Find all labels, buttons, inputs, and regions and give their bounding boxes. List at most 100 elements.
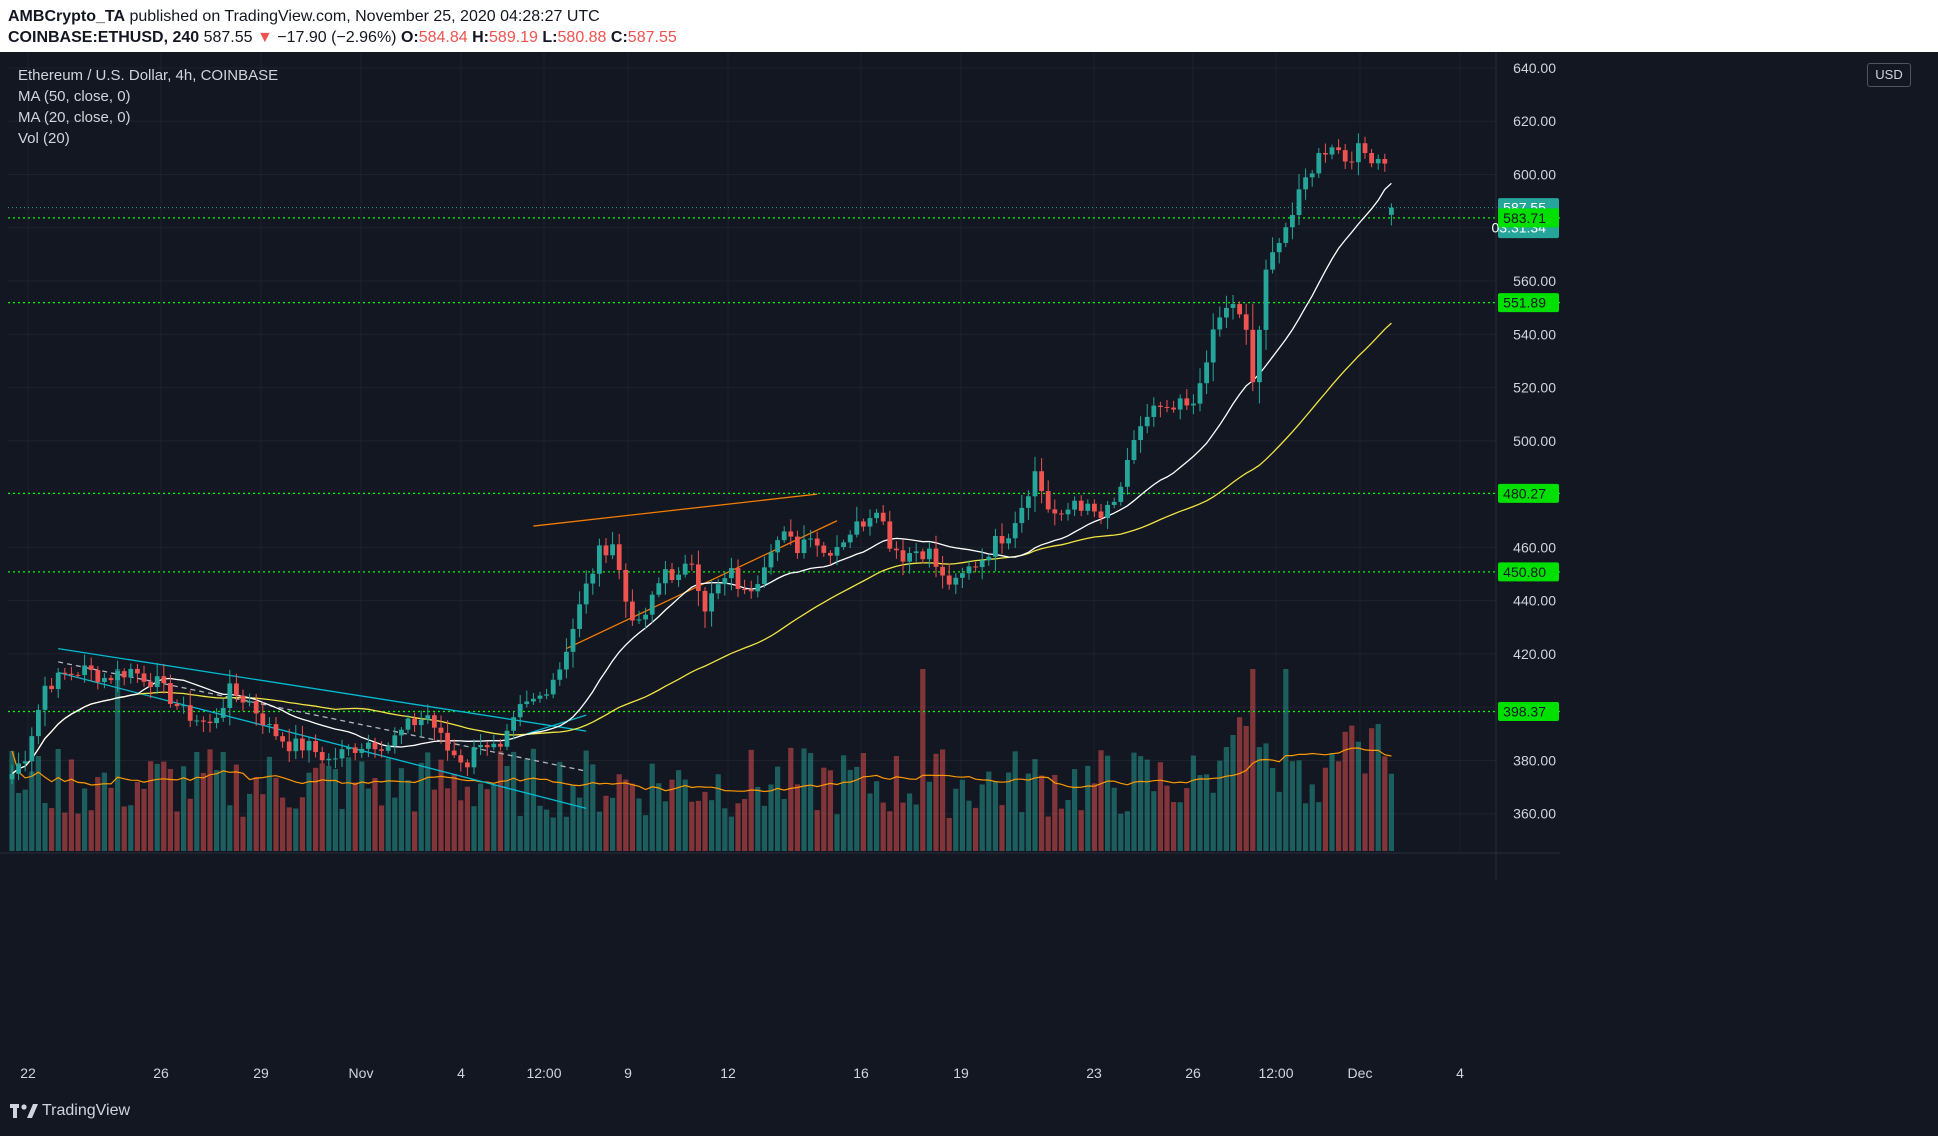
- volume-bar: [814, 810, 820, 851]
- volume-bar: [220, 752, 226, 851]
- candle-body: [603, 545, 609, 556]
- volume-bar: [478, 783, 484, 851]
- ma50-line: [11, 322, 1392, 775]
- volume-bar: [273, 777, 279, 851]
- candle-body: [979, 560, 985, 568]
- candle-body: [1026, 496, 1031, 508]
- candle-body: [537, 695, 543, 699]
- tradingview-brand[interactable]: TradingView: [42, 1102, 131, 1119]
- author-name[interactable]: AMBCrypto_TA: [8, 8, 126, 25]
- candle-body: [616, 544, 622, 570]
- volume-bar: [517, 816, 523, 851]
- volume-bar: [29, 771, 35, 851]
- volume-bar: [1388, 773, 1394, 851]
- wedge-upper-line: [533, 493, 818, 527]
- volume-bar: [973, 807, 979, 851]
- volume-bar: [253, 777, 259, 851]
- volume-bar: [1329, 752, 1335, 851]
- volume-bar: [227, 805, 233, 851]
- volume-bar: [497, 751, 503, 851]
- volume-bar: [893, 756, 899, 851]
- volume-bar: [1032, 759, 1038, 851]
- volume-bar: [1105, 755, 1111, 851]
- candle-body: [1270, 252, 1275, 270]
- volume-bar: [847, 769, 853, 851]
- candle-body: [214, 717, 219, 724]
- candle-body: [1257, 329, 1262, 383]
- time-tick-label: 23: [1086, 1065, 1102, 1081]
- candle-body: [300, 738, 305, 751]
- publish-info: AMBCrypto_TA published on TradingView.co…: [8, 8, 600, 26]
- candle-body: [1250, 329, 1256, 383]
- candle-body: [557, 669, 563, 680]
- candle-body: [194, 720, 200, 722]
- channel-breakout-line: [526, 714, 587, 735]
- price-chart[interactable]: 360.00380.00400.00420.00440.00460.00480.…: [0, 0, 1938, 1090]
- candle-body: [742, 588, 747, 591]
- candle-body: [418, 719, 424, 726]
- volume-bar: [101, 772, 107, 851]
- volume-bar: [907, 793, 913, 851]
- candle-body: [1006, 538, 1011, 544]
- volume-legend[interactable]: Vol (20): [18, 130, 70, 147]
- price-label-text: 450.80: [1503, 564, 1546, 580]
- ma20-line: [11, 182, 1392, 775]
- volume-bar: [788, 747, 794, 851]
- price-tick-label: 380.00: [1513, 752, 1556, 768]
- volume-bar: [808, 753, 814, 851]
- volume-bar: [827, 770, 833, 851]
- volume-bar: [240, 816, 246, 851]
- candle-body: [102, 677, 107, 682]
- volume-bar: [352, 782, 358, 851]
- published-text: published on TradingView.com, November 2…: [129, 8, 600, 25]
- candle-body: [313, 740, 318, 753]
- candle-body: [1098, 511, 1104, 519]
- candle-body: [682, 563, 688, 575]
- volume-bar: [346, 757, 352, 851]
- candle-body: [49, 685, 54, 690]
- candle-body: [1039, 471, 1044, 492]
- volume-bar: [1072, 769, 1078, 851]
- candle-body: [187, 705, 193, 721]
- volume-bar: [286, 807, 292, 851]
- candle-body: [933, 548, 939, 567]
- candle-body: [590, 573, 596, 584]
- candle-body: [260, 713, 266, 726]
- volume-bar: [530, 748, 536, 851]
- change-arrow-icon: ▼: [257, 29, 273, 46]
- volume-bar: [266, 756, 272, 851]
- volume-bar: [775, 766, 781, 851]
- volume-bar: [735, 803, 741, 851]
- volume-bar: [1210, 792, 1216, 851]
- volume-bar: [451, 773, 457, 851]
- candle-body: [484, 745, 490, 748]
- volume-bar: [128, 805, 134, 851]
- candle-body: [405, 718, 411, 730]
- currency-button[interactable]: USD: [1867, 63, 1911, 87]
- volume-bar: [887, 811, 893, 851]
- volume-bar: [563, 816, 569, 851]
- candle-body: [135, 668, 140, 674]
- volume-bar: [940, 749, 946, 851]
- candle-body: [108, 677, 114, 681]
- volume-bar: [332, 769, 338, 851]
- candle-body: [630, 601, 635, 621]
- ma20-legend[interactable]: MA (20, close, 0): [18, 109, 131, 126]
- volume-bar: [1045, 816, 1051, 851]
- candle-body: [729, 568, 734, 579]
- candle-body: [1131, 440, 1137, 461]
- volume-bar: [385, 758, 391, 851]
- ma50-legend[interactable]: MA (50, close, 0): [18, 88, 131, 105]
- volume-bar: [359, 761, 365, 851]
- volume-bar: [953, 788, 959, 851]
- volume-bar: [768, 784, 774, 851]
- volume-bar: [187, 798, 193, 851]
- candle-body: [696, 564, 701, 591]
- volume-bar: [174, 811, 180, 851]
- volume-bar: [418, 762, 424, 851]
- volume-bar: [1342, 731, 1348, 851]
- candle-body: [1290, 214, 1295, 228]
- candle-body: [1065, 509, 1071, 515]
- volume-bar: [794, 784, 800, 851]
- price-label-text: 480.27: [1503, 485, 1546, 501]
